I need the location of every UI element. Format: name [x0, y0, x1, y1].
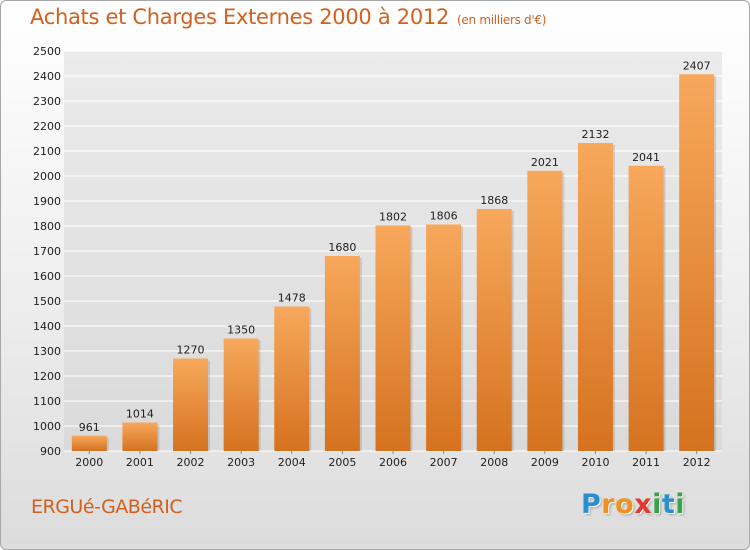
- x-tick-label: 2009: [531, 456, 559, 469]
- commune-name: ERGUé-GABéRIC: [31, 496, 183, 518]
- bar: [577, 143, 613, 451]
- bar: [274, 306, 310, 451]
- y-tick-label: 1600: [33, 270, 61, 283]
- bar: [173, 358, 209, 451]
- x-tick-label: 2002: [177, 456, 205, 469]
- bar: [71, 435, 107, 451]
- bar-value-label: 1014: [126, 408, 154, 421]
- bar-value-label: 1680: [328, 241, 356, 254]
- x-tick-label: 2005: [328, 456, 356, 469]
- bar: [476, 209, 512, 451]
- y-tick-label: 1500: [33, 295, 61, 308]
- bar: [375, 225, 411, 451]
- x-tick-label: 2000: [75, 456, 103, 469]
- bar: [223, 338, 259, 451]
- bar-value-label: 1802: [379, 211, 407, 224]
- y-tick-label: 1400: [33, 320, 61, 333]
- logo-letter: P: [581, 489, 602, 520]
- bar-value-label: 1350: [227, 324, 255, 337]
- bar: [324, 256, 360, 451]
- chart-title: Achats et Charges Externes 2000 à 2012 (e…: [30, 5, 546, 29]
- bar: [426, 224, 462, 451]
- y-tick-label: 1900: [33, 195, 61, 208]
- x-axis: 2000 2001 2002 2003 2004 2005 2006 2007 2008 2009…: [75, 451, 711, 469]
- y-tick-label: 2500: [33, 45, 61, 58]
- logo-letter: o: [615, 489, 635, 520]
- bar-value-label: 1270: [177, 344, 205, 357]
- y-tick-label: 2000: [33, 170, 61, 183]
- y-tick-label: 1800: [33, 220, 61, 233]
- y-tick-label: 1100: [33, 395, 61, 408]
- y-tick-label: 2100: [33, 145, 61, 158]
- x-tick-label: 2003: [227, 456, 255, 469]
- bars: 961 1014 1270 1350 1478 1680 1802 1806 1868 2021 2…: [71, 59, 717, 451]
- bar-value-label: 1868: [480, 194, 508, 207]
- bar-value-label: 2407: [683, 59, 711, 72]
- x-tick-label: 2004: [278, 456, 306, 469]
- bar: [122, 422, 158, 451]
- bar: [679, 74, 715, 451]
- x-tick-label: 2006: [379, 456, 407, 469]
- title-text: Achats et Charges Externes 2000 à 2012: [30, 5, 450, 29]
- bar-value-label: 1478: [278, 292, 306, 305]
- y-tick-label: 1000: [33, 420, 61, 433]
- y-tick-label: 2300: [33, 95, 61, 108]
- logo-letter: t: [661, 489, 676, 520]
- bar: [527, 170, 563, 451]
- y-axis: 900 1000 1100 1200 1300 1400 1500 1600 1700 1800 1…: [33, 45, 61, 458]
- logo-letter: x: [634, 489, 653, 520]
- logo-letter: r: [601, 489, 616, 520]
- x-tick-label: 2001: [126, 456, 154, 469]
- y-tick-label: 1200: [33, 370, 61, 383]
- y-tick-label: 2400: [33, 70, 61, 83]
- bar-value-label: 2041: [632, 151, 660, 164]
- bar-value-label: 961: [79, 421, 100, 434]
- bar: [628, 165, 664, 451]
- x-tick-label: 2010: [581, 456, 609, 469]
- logo-letter: i: [652, 489, 662, 520]
- y-tick-label: 1700: [33, 245, 61, 258]
- y-tick-label: 1300: [33, 345, 61, 358]
- title-unit: (en milliers d'€): [457, 13, 547, 27]
- x-tick-label: 2011: [632, 456, 660, 469]
- x-tick-label: 2012: [683, 456, 711, 469]
- bar-value-label: 1806: [430, 210, 458, 223]
- proxiti-logo: Proxiti: [581, 489, 685, 520]
- x-tick-label: 2007: [430, 456, 458, 469]
- bar-value-label: 2021: [531, 156, 559, 169]
- x-tick-label: 2008: [480, 456, 508, 469]
- logo-letter: i: [675, 489, 686, 520]
- y-tick-label: 2200: [33, 120, 61, 133]
- bar-value-label: 2132: [581, 128, 609, 141]
- y-tick-label: 900: [40, 445, 61, 458]
